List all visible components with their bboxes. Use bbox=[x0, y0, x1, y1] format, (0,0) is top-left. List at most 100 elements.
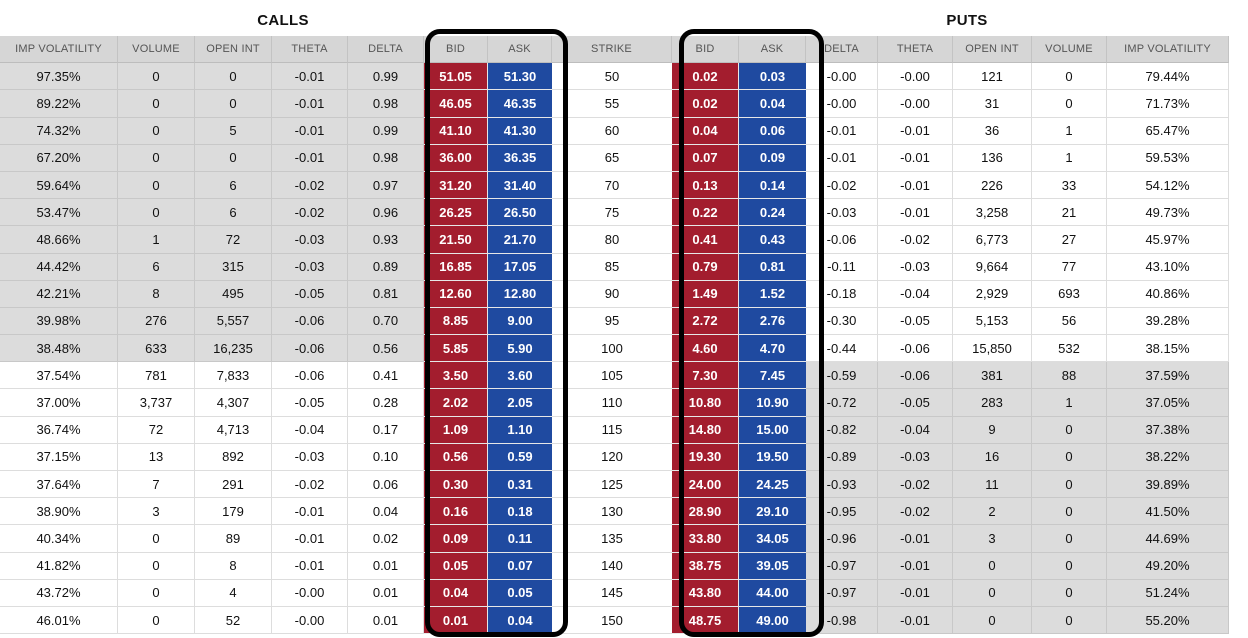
call-ask[interactable]: 51.30 bbox=[488, 63, 552, 91]
put-ask[interactable]: 44.00 bbox=[739, 579, 806, 607]
put-ask[interactable]: 7.45 bbox=[739, 362, 806, 390]
call-ask[interactable]: 0.31 bbox=[488, 471, 552, 499]
call-bid[interactable]: 3.50 bbox=[424, 362, 488, 390]
col-header-puts-volume[interactable]: VOLUME bbox=[1032, 36, 1107, 64]
col-header-calls-bid[interactable]: BID bbox=[424, 36, 488, 64]
call-delta: 0.99 bbox=[348, 63, 424, 91]
put-ask[interactable]: 34.05 bbox=[739, 525, 806, 553]
call-bid[interactable]: 0.05 bbox=[424, 552, 488, 580]
call-bid[interactable]: 0.16 bbox=[424, 498, 488, 526]
call-bid[interactable]: 5.85 bbox=[424, 335, 488, 363]
put-bid[interactable]: 33.80 bbox=[672, 525, 739, 553]
col-header-calls-ask[interactable]: ASK bbox=[488, 36, 552, 64]
put-bid[interactable]: 28.90 bbox=[672, 498, 739, 526]
put-bid[interactable]: 43.80 bbox=[672, 579, 739, 607]
put-ask[interactable]: 2.76 bbox=[739, 307, 806, 336]
put-bid[interactable]: 0.02 bbox=[672, 63, 739, 91]
call-bid[interactable]: 26.25 bbox=[424, 199, 488, 227]
put-ask[interactable]: 0.24 bbox=[739, 199, 806, 227]
call-ask[interactable]: 1.10 bbox=[488, 416, 552, 444]
put-bid[interactable]: 2.72 bbox=[672, 307, 739, 336]
call-bid[interactable]: 1.09 bbox=[424, 416, 488, 444]
put-bid[interactable]: 24.00 bbox=[672, 471, 739, 499]
call-ask[interactable]: 41.30 bbox=[488, 117, 552, 145]
put-ask[interactable]: 4.70 bbox=[739, 335, 806, 363]
call-bid[interactable]: 36.00 bbox=[424, 144, 488, 172]
put-ask[interactable]: 0.14 bbox=[739, 171, 806, 200]
put-bid[interactable]: 1.49 bbox=[672, 280, 739, 308]
call-bid[interactable]: 0.01 bbox=[424, 606, 488, 635]
call-ask[interactable]: 46.35 bbox=[488, 90, 552, 118]
call-ask[interactable]: 31.40 bbox=[488, 171, 552, 200]
call-ask[interactable]: 2.05 bbox=[488, 389, 552, 417]
call-ask[interactable]: 0.07 bbox=[488, 552, 552, 580]
col-header-puts-bid[interactable]: BID bbox=[672, 36, 739, 64]
put-ask[interactable]: 24.25 bbox=[739, 471, 806, 499]
put-bid[interactable]: 0.02 bbox=[672, 90, 739, 118]
put-ask[interactable]: 0.43 bbox=[739, 226, 806, 254]
put-ask[interactable]: 1.52 bbox=[739, 280, 806, 308]
col-header-calls-open-int[interactable]: OPEN INT bbox=[195, 36, 272, 64]
call-ask[interactable]: 9.00 bbox=[488, 307, 552, 336]
call-bid[interactable]: 41.10 bbox=[424, 117, 488, 145]
col-header-calls-delta[interactable]: DELTA bbox=[348, 36, 424, 64]
put-ask[interactable]: 29.10 bbox=[739, 498, 806, 526]
call-ask[interactable]: 36.35 bbox=[488, 144, 552, 172]
call-ask[interactable]: 0.18 bbox=[488, 498, 552, 526]
call-bid[interactable]: 51.05 bbox=[424, 63, 488, 91]
put-bid[interactable]: 4.60 bbox=[672, 335, 739, 363]
put-bid[interactable]: 38.75 bbox=[672, 552, 739, 580]
put-ask[interactable]: 15.00 bbox=[739, 416, 806, 444]
call-bid[interactable]: 31.20 bbox=[424, 171, 488, 200]
call-bid[interactable]: 21.50 bbox=[424, 226, 488, 254]
call-bid[interactable]: 8.85 bbox=[424, 307, 488, 336]
put-bid[interactable]: 19.30 bbox=[672, 443, 739, 471]
put-ask[interactable]: 0.81 bbox=[739, 253, 806, 281]
put-bid[interactable]: 14.80 bbox=[672, 416, 739, 444]
put-bid[interactable]: 48.75 bbox=[672, 606, 739, 635]
put-ask[interactable]: 0.06 bbox=[739, 117, 806, 145]
put-bid[interactable]: 0.13 bbox=[672, 171, 739, 200]
put-ask[interactable]: 0.09 bbox=[739, 144, 806, 172]
call-ask[interactable]: 5.90 bbox=[488, 335, 552, 363]
put-bid[interactable]: 0.79 bbox=[672, 253, 739, 281]
call-bid[interactable]: 2.02 bbox=[424, 389, 488, 417]
call-ask[interactable]: 0.04 bbox=[488, 606, 552, 635]
put-bid[interactable]: 0.22 bbox=[672, 199, 739, 227]
put-ask[interactable]: 10.90 bbox=[739, 389, 806, 417]
call-ask[interactable]: 21.70 bbox=[488, 226, 552, 254]
put-ask[interactable]: 39.05 bbox=[739, 552, 806, 580]
col-header-puts-theta[interactable]: THETA bbox=[878, 36, 953, 64]
call-ask[interactable]: 0.11 bbox=[488, 525, 552, 553]
put-bid[interactable]: 10.80 bbox=[672, 389, 739, 417]
put-bid[interactable]: 0.04 bbox=[672, 117, 739, 145]
call-bid[interactable]: 0.30 bbox=[424, 471, 488, 499]
col-header-calls-volume[interactable]: VOLUME bbox=[118, 36, 195, 64]
put-ask[interactable]: 0.04 bbox=[739, 90, 806, 118]
call-bid[interactable]: 12.60 bbox=[424, 280, 488, 308]
call-ask[interactable]: 26.50 bbox=[488, 199, 552, 227]
col-header-puts-iv[interactable]: IMP VOLATILITY bbox=[1107, 36, 1229, 64]
put-ask[interactable]: 0.03 bbox=[739, 63, 806, 91]
call-bid[interactable]: 0.56 bbox=[424, 443, 488, 471]
put-bid[interactable]: 0.41 bbox=[672, 226, 739, 254]
call-ask[interactable]: 0.05 bbox=[488, 579, 552, 607]
call-bid[interactable]: 0.04 bbox=[424, 579, 488, 607]
call-ask[interactable]: 17.05 bbox=[488, 253, 552, 281]
put-bid[interactable]: 0.07 bbox=[672, 144, 739, 172]
put-ask[interactable]: 19.50 bbox=[739, 443, 806, 471]
call-bid[interactable]: 16.85 bbox=[424, 253, 488, 281]
col-header-puts-delta[interactable]: DELTA bbox=[806, 36, 878, 64]
col-header-calls-iv[interactable]: IMP VOLATILITY bbox=[0, 36, 118, 64]
col-header-calls-theta[interactable]: THETA bbox=[272, 36, 348, 64]
call-bid[interactable]: 0.09 bbox=[424, 525, 488, 553]
col-header-puts-ask[interactable]: ASK bbox=[739, 36, 806, 64]
col-header-puts-open-int[interactable]: OPEN INT bbox=[953, 36, 1032, 64]
put-bid[interactable]: 7.30 bbox=[672, 362, 739, 390]
call-ask[interactable]: 3.60 bbox=[488, 362, 552, 390]
col-header-strike[interactable]: STRIKE bbox=[552, 36, 672, 64]
call-ask[interactable]: 0.59 bbox=[488, 443, 552, 471]
call-ask[interactable]: 12.80 bbox=[488, 280, 552, 308]
call-bid[interactable]: 46.05 bbox=[424, 90, 488, 118]
put-ask[interactable]: 49.00 bbox=[739, 606, 806, 635]
